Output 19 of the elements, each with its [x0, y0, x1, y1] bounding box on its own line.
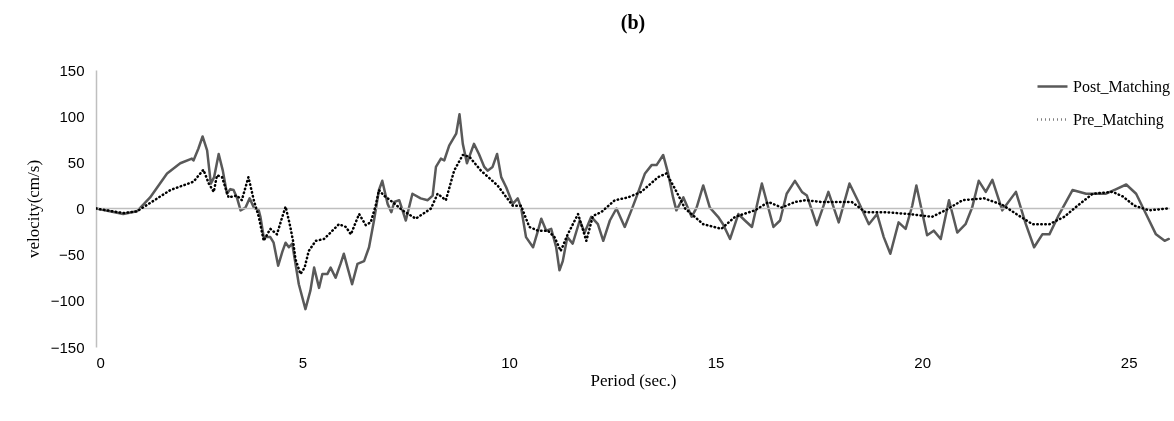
- y-tick-label: 100: [59, 107, 85, 125]
- line-series: [96, 153, 1169, 276]
- x-tick-label: 0: [96, 353, 105, 371]
- x-tick-label: 20: [914, 353, 931, 371]
- x-tick-label: 25: [1120, 353, 1138, 371]
- x-axis-title: Period (sec.): [590, 370, 677, 390]
- legend-label: Post_Matching: [1073, 77, 1170, 96]
- legend-label: Pre_Matching: [1073, 110, 1164, 129]
- x-tick-label: 5: [298, 353, 308, 371]
- y-axis-title: velocity(cm/s): [23, 159, 43, 259]
- y-tick-label: −100: [50, 292, 85, 310]
- y-tick-label: 0: [76, 200, 85, 217]
- y-tick-label: 150: [59, 61, 85, 79]
- y-tick-label: −50: [59, 246, 85, 264]
- chart-title: (b): [620, 11, 646, 34]
- x-tick-label: 15: [707, 353, 725, 371]
- y-tick-label: 50: [67, 153, 85, 171]
- x-tick-label: 10: [501, 353, 518, 371]
- y-tick-label: −150: [50, 338, 85, 356]
